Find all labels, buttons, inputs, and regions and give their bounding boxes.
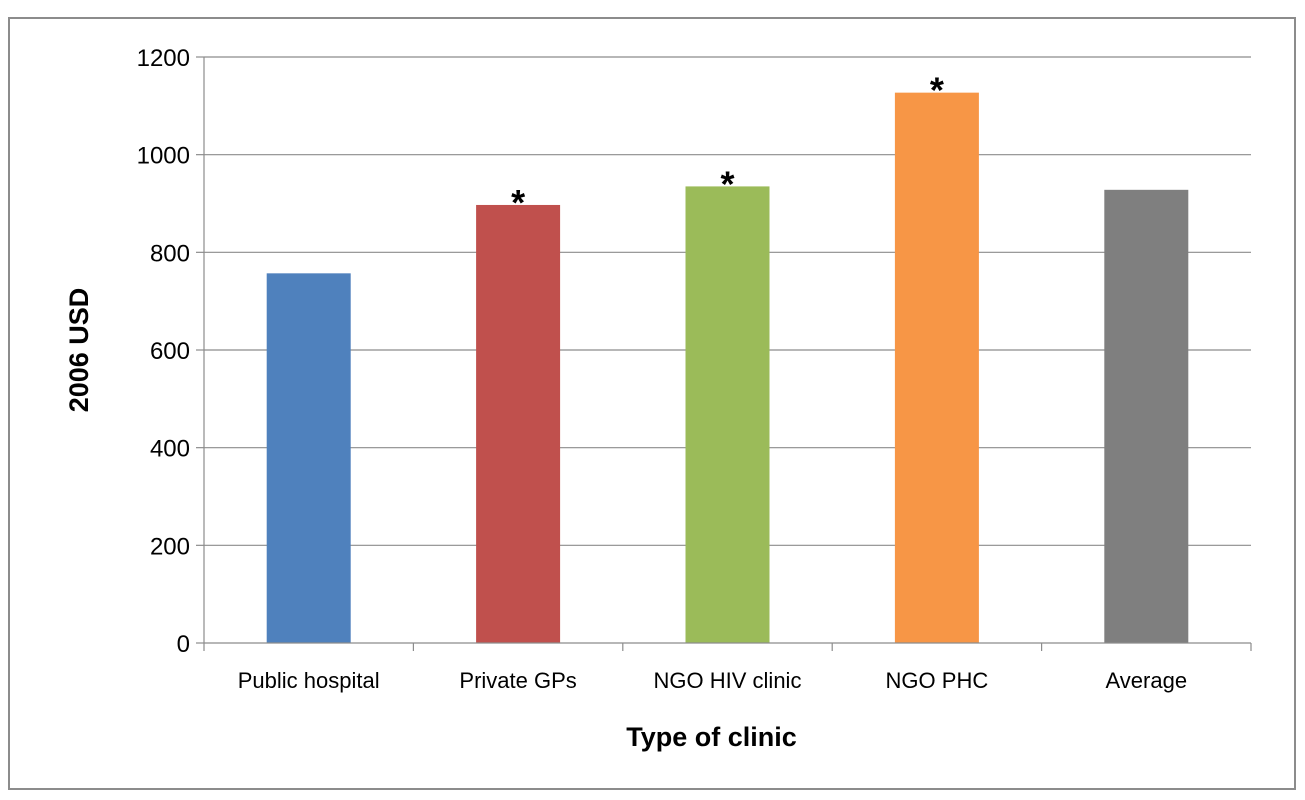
y-tick-label: 600 — [150, 338, 190, 365]
axes — [196, 56, 1252, 651]
x-tick-label: NGO HIV clinic — [654, 668, 802, 693]
y-tick-label: 200 — [150, 533, 190, 560]
bars — [266, 92, 1189, 644]
y-tick-label: 1000 — [137, 143, 190, 170]
x-tick-label: NGO PHC — [886, 668, 989, 693]
y-tick-label: 400 — [150, 436, 190, 463]
bar — [476, 204, 561, 643]
significance-markers: * * * — [511, 70, 944, 223]
chart-border — [8, 17, 1296, 790]
bar — [266, 273, 351, 643]
bar — [1104, 189, 1189, 643]
bar — [894, 92, 979, 644]
significance-marker: * — [720, 163, 734, 204]
x-tick-label: Public hospital — [238, 668, 380, 693]
y-tick-label: 0 — [177, 631, 190, 658]
significance-marker: * — [511, 182, 525, 223]
y-axis-title: 2006 USD — [64, 288, 94, 413]
x-tick-label: Average — [1106, 668, 1188, 693]
y-tick-labels: 0 200 400 600 800 1000 1200 — [137, 45, 190, 658]
x-tick-label: Private GPs — [459, 668, 576, 693]
bar — [685, 186, 770, 644]
y-tick-label: 800 — [150, 240, 190, 267]
x-axis-title: Type of clinic — [626, 722, 797, 752]
significance-marker: * — [930, 70, 944, 111]
x-tick-labels: Public hospital Private GPs NGO HIV clinic… — [238, 668, 1187, 693]
y-tick-label: 1200 — [137, 45, 190, 72]
